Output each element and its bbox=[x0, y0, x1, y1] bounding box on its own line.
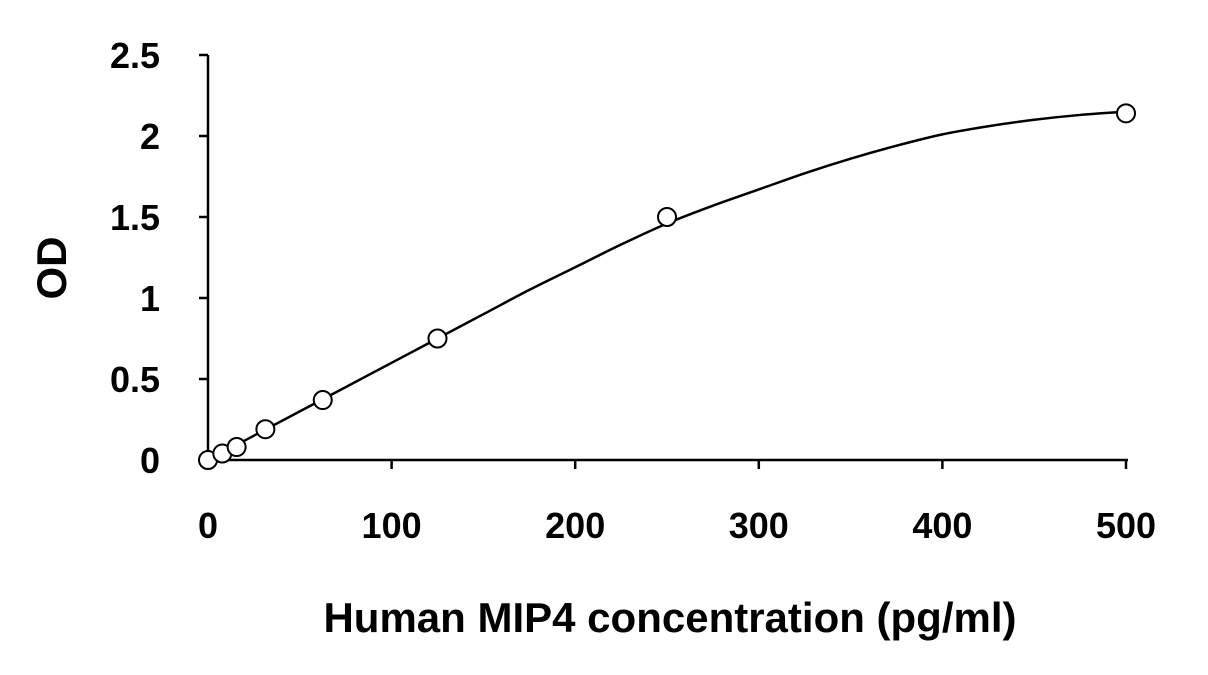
data-point bbox=[1116, 103, 1136, 124]
x-tick-label: 300 bbox=[729, 505, 789, 546]
x-tick-label: 200 bbox=[545, 505, 605, 546]
y-axis-ticks: 0 0.5 1 1.5 2 2.5 bbox=[110, 35, 208, 481]
data-point bbox=[657, 207, 677, 227]
x-tick-label: 0 bbox=[198, 505, 218, 546]
y-tick-label: 0 bbox=[140, 440, 160, 481]
x-tick-label: 400 bbox=[912, 505, 972, 546]
y-tick-label: 0.5 bbox=[110, 359, 160, 400]
fit-curve bbox=[207, 110, 1127, 462]
y-tick-label: 2.5 bbox=[110, 35, 160, 76]
y-axis-title: OD bbox=[28, 237, 75, 300]
y-tick-label: 1 bbox=[140, 278, 160, 319]
axes bbox=[206, 55, 1128, 462]
data-point bbox=[427, 328, 448, 349]
data-points bbox=[198, 103, 1136, 470]
y-tick-label: 1.5 bbox=[110, 197, 160, 238]
y-tick-label: 2 bbox=[140, 116, 160, 157]
x-axis-ticks: 0 100 200 300 400 500 bbox=[198, 460, 1156, 546]
x-tick-label: 100 bbox=[362, 505, 422, 546]
data-point bbox=[226, 437, 247, 458]
x-tick-label: 500 bbox=[1096, 505, 1156, 546]
data-point bbox=[255, 419, 276, 440]
data-point bbox=[312, 390, 333, 411]
x-axis-title: Human MIP4 concentration (pg/ml) bbox=[323, 594, 1016, 641]
